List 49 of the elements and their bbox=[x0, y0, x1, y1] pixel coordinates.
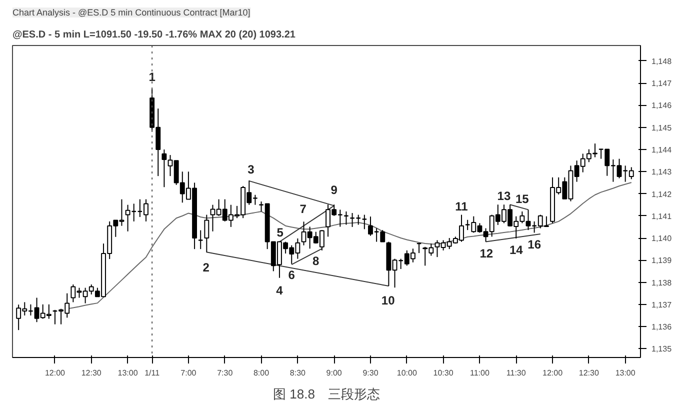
x-tick-label: 12:30 bbox=[578, 368, 600, 378]
annotation: 8 bbox=[312, 254, 320, 268]
annotation: 2 bbox=[202, 260, 210, 275]
annotation: 5 bbox=[276, 225, 284, 240]
x-tick-label: 7:30 bbox=[217, 368, 234, 378]
annotation: 4 bbox=[276, 283, 284, 298]
y-tick-label: 1,139 bbox=[652, 256, 672, 266]
annotation: 11 bbox=[455, 199, 468, 214]
x-tick-label: 12:30 bbox=[81, 368, 102, 378]
x-tick-label: 8:30 bbox=[290, 368, 306, 378]
y-tick-label: 1,143 bbox=[652, 168, 672, 177]
caption: 图 18.8 三段形态 bbox=[273, 386, 380, 402]
y-tick-label: 1,140 bbox=[652, 234, 672, 244]
annotation: 16 bbox=[528, 238, 542, 252]
x-tick-label: 11:00 bbox=[470, 368, 490, 378]
x-tick-label: 9:30 bbox=[362, 368, 379, 378]
y-tick-label: 1,144 bbox=[652, 146, 672, 154]
annotation: 6 bbox=[288, 268, 296, 282]
y-tick-label: 1,142 bbox=[652, 190, 672, 199]
y-tick-label: 1,135 bbox=[652, 344, 672, 354]
x-tick-label: 1/11 bbox=[144, 368, 160, 378]
annotation: 13 bbox=[497, 189, 511, 204]
annotation: 12 bbox=[480, 246, 494, 260]
annotation: 3 bbox=[248, 162, 255, 176]
annotation: 7 bbox=[300, 202, 307, 216]
x-tick-label: 8:00 bbox=[253, 368, 270, 378]
annotation: 10 bbox=[381, 294, 396, 308]
chart-title: Chart Analysis - @ES.D 5 min Continuous Contract [Mar10] bbox=[12, 8, 250, 18]
y-tick-label: 1,147 bbox=[652, 79, 672, 88]
x-tick-label: 10:00 bbox=[396, 368, 418, 378]
x-tick-label: 11:30 bbox=[506, 368, 526, 378]
y-tick-label: 1,146 bbox=[652, 101, 672, 110]
x-tick-label: 12:00 bbox=[542, 368, 564, 378]
x-tick-label: 13:00 bbox=[118, 368, 138, 378]
annotation: 14 bbox=[509, 242, 524, 257]
x-tick-label: 10:30 bbox=[433, 368, 454, 378]
x-tick-label: 7:00 bbox=[180, 368, 197, 378]
x-tick-label: 13:00 bbox=[615, 368, 636, 378]
y-tick-label: 1,145 bbox=[652, 123, 672, 132]
y-tick-label: 1,138 bbox=[652, 278, 672, 288]
chart-subtitle: @ES.D - 5 min L=1091.50 -19.50 -1.76% MAX 20 (20) 1093.21 bbox=[12, 30, 296, 40]
annotation: 15 bbox=[516, 192, 530, 206]
x-tick-label: 12:00 bbox=[44, 368, 66, 378]
y-tick-label: 1,141 bbox=[652, 212, 672, 221]
y-tick-label: 1,148 bbox=[652, 56, 672, 66]
y-tick-label: 1,137 bbox=[652, 300, 672, 310]
y-tick-label: 1,136 bbox=[652, 322, 672, 332]
annotation: 9 bbox=[330, 183, 338, 198]
x-tick-label: 9:00 bbox=[326, 368, 342, 378]
